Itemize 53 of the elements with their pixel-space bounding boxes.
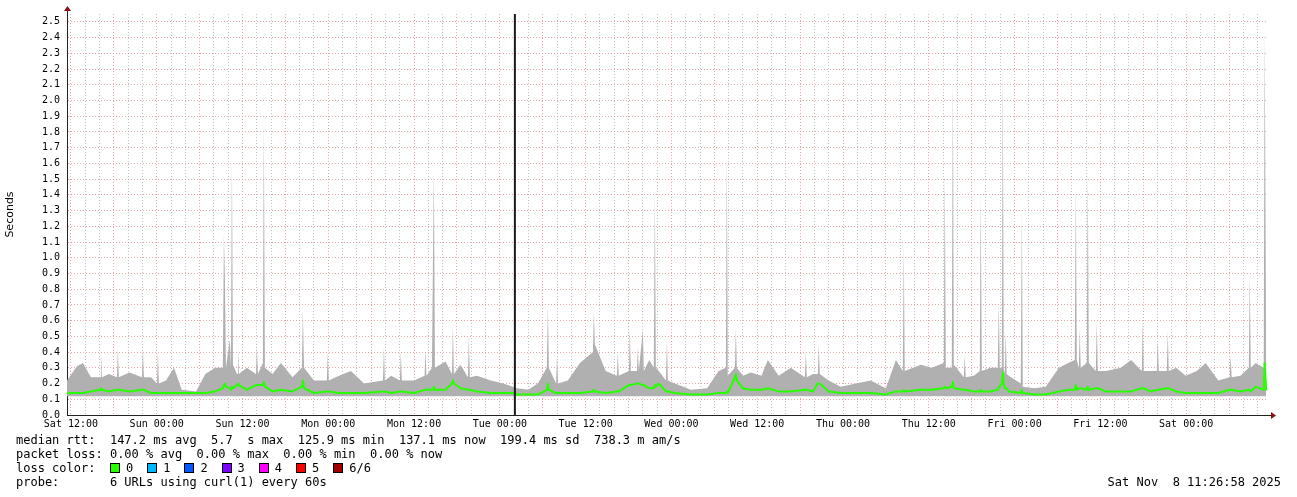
y-tick-label: 1.9 [41, 109, 60, 121]
legend-label: 3 [237, 461, 245, 475]
x-tick-label: Thu 12:00 [901, 417, 956, 429]
text: median rtt: 147.2 ms avg 5.7 s max 125.9 ms min 137.1 ms now 199.4 ms sd 738.3 m am/s [16, 433, 681, 447]
y-tick-label: 2.2 [41, 62, 60, 74]
y-tick-label: 2.5 [41, 15, 60, 27]
y-tick-label: 1.7 [41, 141, 60, 153]
legend-title: loss color: [16, 461, 97, 475]
x-tick-label: Mon 00:00 [301, 417, 356, 429]
text: packet loss: 0.00 % avg 0.00 % max 0.00 % min 0.00 % now [16, 447, 443, 461]
x-tick-label: Sat 00:00 [1159, 417, 1214, 429]
y-tick-label: 1.2 [41, 219, 60, 231]
x-tick-label: Sun 12:00 [215, 417, 270, 429]
y-tick-label: 1.3 [41, 204, 60, 216]
text: probe: 6 URLs using curl(1) every 60s [16, 475, 327, 489]
legend-label: 6/6 [349, 461, 371, 475]
y-tick-label: 0.7 [41, 298, 60, 310]
x-tick-label: Fri 12:00 [1073, 417, 1128, 429]
legend-label: 5 [312, 461, 320, 475]
x-tick-label: Fri 00:00 [987, 417, 1042, 429]
y-tick-label: 0.9 [41, 267, 60, 279]
y-tick-label: 0.5 [41, 329, 60, 341]
legend-label: 1 [163, 461, 171, 475]
y-tick-label: 1.0 [41, 251, 60, 263]
y-tick-label: 1.4 [41, 188, 60, 200]
x-tick-label: Sun 00:00 [129, 417, 184, 429]
x-tick-label: Sat 12:00 [43, 417, 99, 429]
y-axis-title: Seconds [3, 191, 17, 238]
x-tick-label: Wed 00:00 [644, 417, 699, 429]
legend-label: 2 [200, 461, 208, 475]
y-tick-label: 1.1 [41, 235, 60, 247]
x-tick-label: Tue 00:00 [472, 417, 527, 429]
y-tick-label: 2.1 [41, 78, 60, 90]
text: Sat Nov 8 11:26:58 2025 [1107, 475, 1281, 489]
legend-label: 4 [274, 461, 283, 475]
y-tick-label: 0.3 [41, 361, 60, 373]
y-tick-label: 0.8 [41, 282, 60, 294]
y-tick-label: 2.0 [41, 94, 60, 106]
x-tick-label: Mon 12:00 [386, 417, 442, 429]
y-tick-label: 0.6 [41, 314, 60, 326]
x-tick-label: Thu 00:00 [815, 417, 871, 429]
y-tick-label: 1.6 [41, 156, 60, 168]
y-tick-label: 0.2 [41, 377, 60, 389]
y-tick-label: 1.8 [41, 125, 60, 137]
y-tick-label: 0.1 [41, 392, 60, 404]
y-tick-label: 0.0 [41, 408, 60, 420]
y-tick-label: 2.4 [41, 31, 60, 43]
y-tick-label: 0.4 [41, 345, 60, 357]
y-tick-label: 1.5 [41, 172, 60, 184]
legend-label: 0 [125, 461, 134, 475]
y-tick-label: 2.3 [41, 46, 60, 58]
x-tick-label: Wed 12:00 [730, 417, 785, 429]
x-tick-label: Tue 12:00 [558, 417, 613, 429]
